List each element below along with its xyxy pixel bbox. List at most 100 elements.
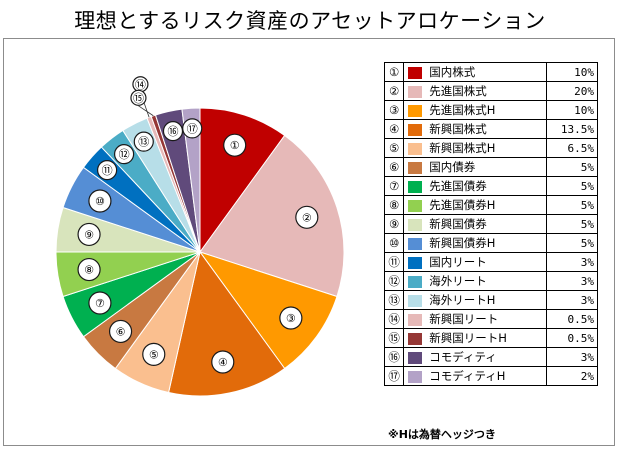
slice-badge-3: ③ <box>279 306 303 330</box>
slice-number-label: ① <box>230 139 240 152</box>
legend-asset-name: コモディティ <box>426 347 548 367</box>
slice-badge-14: ⑭ <box>132 76 149 93</box>
legend-swatch-cell <box>403 252 427 272</box>
slice-badge-2: ② <box>295 205 319 229</box>
legend-color-swatch <box>408 104 423 117</box>
legend-asset-name: 先進国債券 <box>426 176 548 196</box>
legend-percentage: 3% <box>546 347 598 367</box>
legend-row: ① 国内株式 10% <box>383 62 598 82</box>
legend-asset-name: 新興国債券 <box>426 214 548 234</box>
legend-number: ③ <box>383 100 405 120</box>
slice-number-label: ⑮ <box>133 92 144 105</box>
legend-percentage: 13.5% <box>546 119 598 139</box>
legend-color-swatch <box>408 313 423 326</box>
legend-row: ⑮ 新興国リートH 0.5% <box>383 328 598 348</box>
slice-badge-12: ⑫ <box>113 144 135 165</box>
slice-badge-10: ⑩ <box>88 189 112 213</box>
legend-asset-name: 国内債券 <box>426 157 548 177</box>
slice-badge-4: ④ <box>211 350 235 374</box>
legend-color-swatch <box>408 370 423 383</box>
legend-swatch-cell <box>403 138 427 158</box>
legend-number: ⑮ <box>383 328 405 348</box>
slice-number-label: ⑧ <box>84 264 94 277</box>
legend-percentage: 5% <box>546 195 598 215</box>
slice-badge-6: ⑥ <box>108 319 133 344</box>
slice-badge-11: ⑪ <box>97 160 118 181</box>
legend-number: ① <box>383 62 405 82</box>
legend-row: ⑧ 先進国債券H 5% <box>383 195 598 215</box>
slice-badge-1: ① <box>223 133 247 157</box>
legend-percentage: 3% <box>546 252 598 272</box>
legend-swatch-cell <box>403 328 427 348</box>
legend-swatch-cell <box>403 119 427 139</box>
legend-swatch-cell <box>403 290 427 310</box>
slice-number-label: ⑤ <box>149 348 159 361</box>
legend-asset-name: 新興国リートH <box>426 328 548 348</box>
legend-number: ⑫ <box>383 271 405 291</box>
legend-percentage: 5% <box>546 214 598 234</box>
legend-asset-name: 国内リート <box>426 252 548 272</box>
legend-asset-name: 先進国株式 <box>426 81 548 101</box>
legend-color-swatch <box>408 237 423 250</box>
legend-row: ⑫ 海外リート 3% <box>383 271 598 291</box>
legend-color-swatch <box>408 275 423 288</box>
legend-percentage: 0.5% <box>546 309 598 329</box>
legend-color-swatch <box>408 85 423 98</box>
legend-row: ③ 先進国株式H 10% <box>383 100 598 120</box>
legend-color-swatch <box>408 256 423 269</box>
legend-asset-name: 新興国債券H <box>426 233 548 253</box>
legend-number: ⑪ <box>383 252 405 272</box>
legend-color-swatch <box>408 332 423 345</box>
legend-asset-name: 新興国株式H <box>426 138 548 158</box>
legend-row: ⑭ 新興国リート 0.5% <box>383 309 598 329</box>
legend-swatch-cell <box>403 347 427 367</box>
legend-swatch-cell <box>403 214 427 234</box>
slice-badge-17: ⑰ <box>182 118 203 139</box>
legend-percentage: 20% <box>546 81 598 101</box>
slice-number-label: ⑰ <box>187 122 198 135</box>
legend-asset-name: コモディティH <box>426 366 548 386</box>
legend-number: ④ <box>383 119 405 139</box>
legend-row: ④ 新興国株式 13.5% <box>383 119 598 139</box>
legend-color-swatch <box>408 294 423 307</box>
legend-color-swatch <box>408 161 423 174</box>
legend-color-swatch <box>408 180 423 193</box>
slice-number-label: ⑫ <box>119 148 130 161</box>
slice-number-label: ④ <box>218 356 228 369</box>
legend-number: ⑯ <box>383 347 405 367</box>
legend-row: ⑪ 国内リート 3% <box>383 252 598 272</box>
legend-percentage: 5% <box>546 157 598 177</box>
legend-percentage: 0.5% <box>546 328 598 348</box>
slice-badge-7: ⑦ <box>88 291 112 315</box>
legend-row: ⑨ 新興国債券 5% <box>383 214 598 234</box>
legend-number: ⑤ <box>383 138 405 158</box>
legend-number: ⑬ <box>383 290 405 310</box>
legend-asset-name: 新興国リート <box>426 309 548 329</box>
pie-slice-2 <box>199 134 345 298</box>
legend-row: ⑦ 先進国債券 5% <box>383 176 598 196</box>
legend-asset-name: 海外リートH <box>426 290 548 310</box>
slice-number-label: ③ <box>286 312 296 325</box>
pie-slice-17 <box>181 107 201 253</box>
legend-percentage: 3% <box>546 271 598 291</box>
slice-number-label: ⑩ <box>95 195 105 208</box>
slice-number-label: ⑯ <box>167 125 178 138</box>
legend-row: ② 先進国株式 20% <box>383 81 598 101</box>
legend-color-swatch <box>408 142 423 155</box>
slice-number-label: ⑥ <box>116 325 126 338</box>
legend-row: ⑰ コモディティH 2% <box>383 366 598 386</box>
slice-number-label: ⑬ <box>138 136 149 149</box>
legend-row: ⑥ 国内債券 5% <box>383 157 598 177</box>
legend-table: ① 国内株式 10% ② 先進国株式 20% ③ 先進国株式H 10% ④ 新興国株式 13.5% ⑤ 新… <box>383 62 598 386</box>
legend-swatch-cell <box>403 100 427 120</box>
legend-percentage: 3% <box>546 290 598 310</box>
legend-percentage: 10% <box>546 100 598 120</box>
slice-number-label: ⑦ <box>95 297 105 310</box>
pie-slice-4 <box>167 250 286 397</box>
legend-swatch-cell <box>403 81 427 101</box>
legend-color-swatch <box>408 199 423 212</box>
pie-slice-1 <box>199 107 286 254</box>
legend-row: ⑯ コモディティ 3% <box>383 347 598 367</box>
hedge-note: ※Hは為替ヘッジつき <box>388 428 496 441</box>
